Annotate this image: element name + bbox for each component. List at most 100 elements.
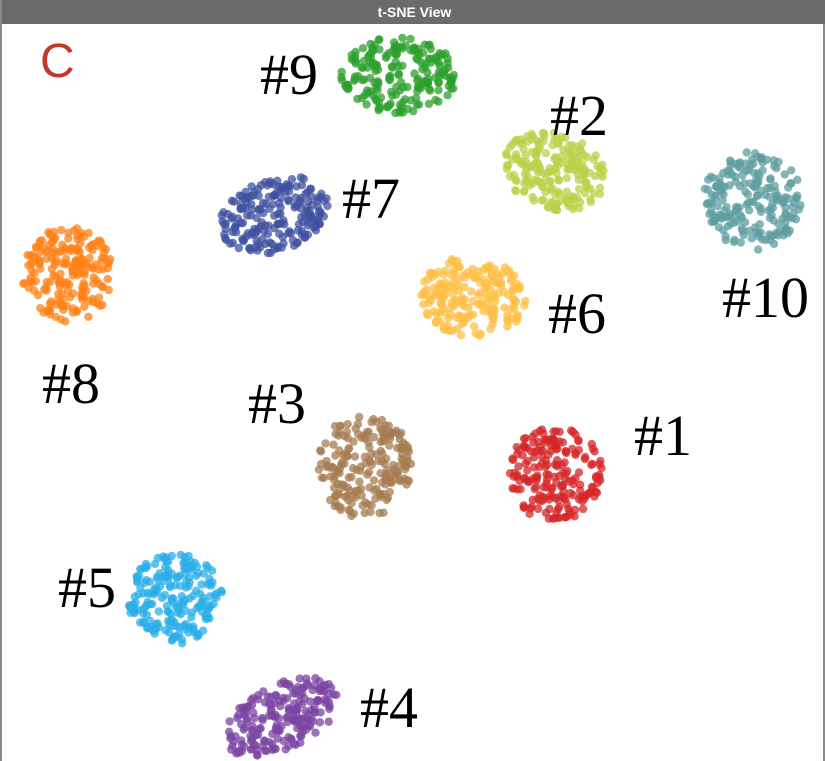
scatter-point	[725, 166, 735, 176]
scatter-point	[143, 624, 152, 633]
cluster-10-points[interactable]	[700, 148, 805, 254]
scatter-point	[91, 260, 100, 269]
scatter-point	[756, 204, 765, 213]
scatter-point	[534, 140, 543, 149]
scatter-point	[754, 176, 763, 185]
scatter-point	[311, 226, 321, 235]
scatter-point	[512, 317, 521, 326]
cluster-1-points[interactable]	[505, 425, 606, 523]
scatter-point	[197, 598, 206, 607]
scatter-point	[303, 221, 312, 230]
scatter-point	[555, 189, 565, 199]
cluster-8-points[interactable]	[19, 224, 115, 326]
scatter-point	[301, 707, 310, 716]
panel-titlebar[interactable]: t-SNE View	[2, 0, 825, 24]
scatter-point	[319, 687, 329, 696]
scatter-point	[180, 564, 189, 573]
scatter-point	[295, 674, 304, 683]
scatter-point	[558, 468, 568, 477]
scatter-point	[579, 166, 589, 175]
scatter-point	[221, 234, 230, 243]
cluster-3-points[interactable]	[314, 412, 416, 521]
scatter-point	[192, 632, 202, 641]
scatter-point	[243, 193, 252, 203]
scatter-point	[741, 159, 750, 168]
scatter-point	[533, 504, 543, 514]
scatter-point	[291, 193, 300, 202]
scatter-point	[514, 462, 523, 471]
scatter-point	[313, 695, 323, 705]
scatter-point	[726, 219, 736, 228]
scatter-point	[743, 190, 753, 199]
scatter-point	[266, 692, 275, 702]
scatter-point	[248, 726, 257, 735]
scatter-point	[308, 200, 317, 209]
scatter-point	[559, 487, 568, 496]
scatter-point	[370, 40, 379, 49]
scatter-point	[242, 211, 252, 220]
scatter-point	[161, 553, 171, 562]
scatter-point	[145, 577, 154, 586]
cluster-4-points[interactable]	[224, 674, 341, 760]
scatter-point	[362, 100, 371, 109]
scatter-point	[566, 488, 575, 498]
scatter-point	[311, 728, 320, 737]
scatter-point	[349, 437, 358, 446]
scatter-point	[280, 220, 289, 229]
scatter-point	[179, 599, 188, 609]
scatter-point	[541, 149, 551, 158]
scatter-point	[567, 147, 576, 157]
scatter-point	[455, 286, 464, 295]
scatter-point	[281, 745, 290, 754]
scatter-point	[245, 244, 255, 253]
scatter-point	[738, 226, 747, 236]
scatter-point	[253, 246, 262, 255]
scatter-point	[273, 734, 282, 743]
scatter-point	[597, 463, 606, 473]
scatter-point	[513, 485, 522, 494]
scatter-point	[254, 205, 263, 215]
scatter-point	[523, 443, 532, 453]
scatter-point	[781, 217, 790, 226]
scatter-point	[574, 152, 584, 162]
scatter-point	[321, 439, 330, 448]
scatter-point	[35, 256, 44, 266]
scatter-point	[47, 264, 56, 274]
scatter-point	[72, 307, 81, 316]
cluster-7-points[interactable]	[217, 173, 332, 258]
cluster-5-points[interactable]	[125, 550, 226, 648]
scatter-point	[284, 182, 293, 191]
scatter-point	[227, 745, 236, 754]
scatter-point	[504, 290, 513, 300]
scatter-point	[505, 172, 515, 181]
cluster-label-9: #9	[260, 42, 318, 107]
tsne-scatter-plot[interactable]	[2, 24, 825, 761]
scatter-point	[76, 268, 85, 278]
cluster-2-points[interactable]	[501, 128, 608, 215]
scatter-point	[566, 510, 575, 520]
scatter-point	[316, 446, 325, 455]
scatter-point	[564, 477, 574, 486]
scatter-point	[235, 748, 244, 757]
scatter-point	[787, 166, 796, 175]
scatter-point	[460, 302, 469, 311]
scatter-point	[569, 201, 578, 211]
scatter-point	[554, 176, 564, 185]
scatter-point	[535, 497, 544, 506]
scatter-point	[765, 213, 775, 223]
cluster-6-points[interactable]	[417, 255, 530, 340]
cluster-9-points[interactable]	[337, 33, 458, 118]
scatter-point	[574, 435, 583, 445]
scatter-point	[315, 219, 324, 229]
scatter-point	[403, 104, 412, 114]
scatter-point	[468, 310, 478, 319]
scatter-point	[475, 288, 485, 297]
scatter-point	[325, 704, 334, 714]
scatter-point	[239, 742, 249, 751]
scatter-point	[568, 444, 577, 453]
scatter-point	[703, 185, 713, 194]
scatter-point	[164, 573, 173, 583]
scatter-point	[180, 557, 190, 566]
scatter-point	[486, 285, 495, 295]
